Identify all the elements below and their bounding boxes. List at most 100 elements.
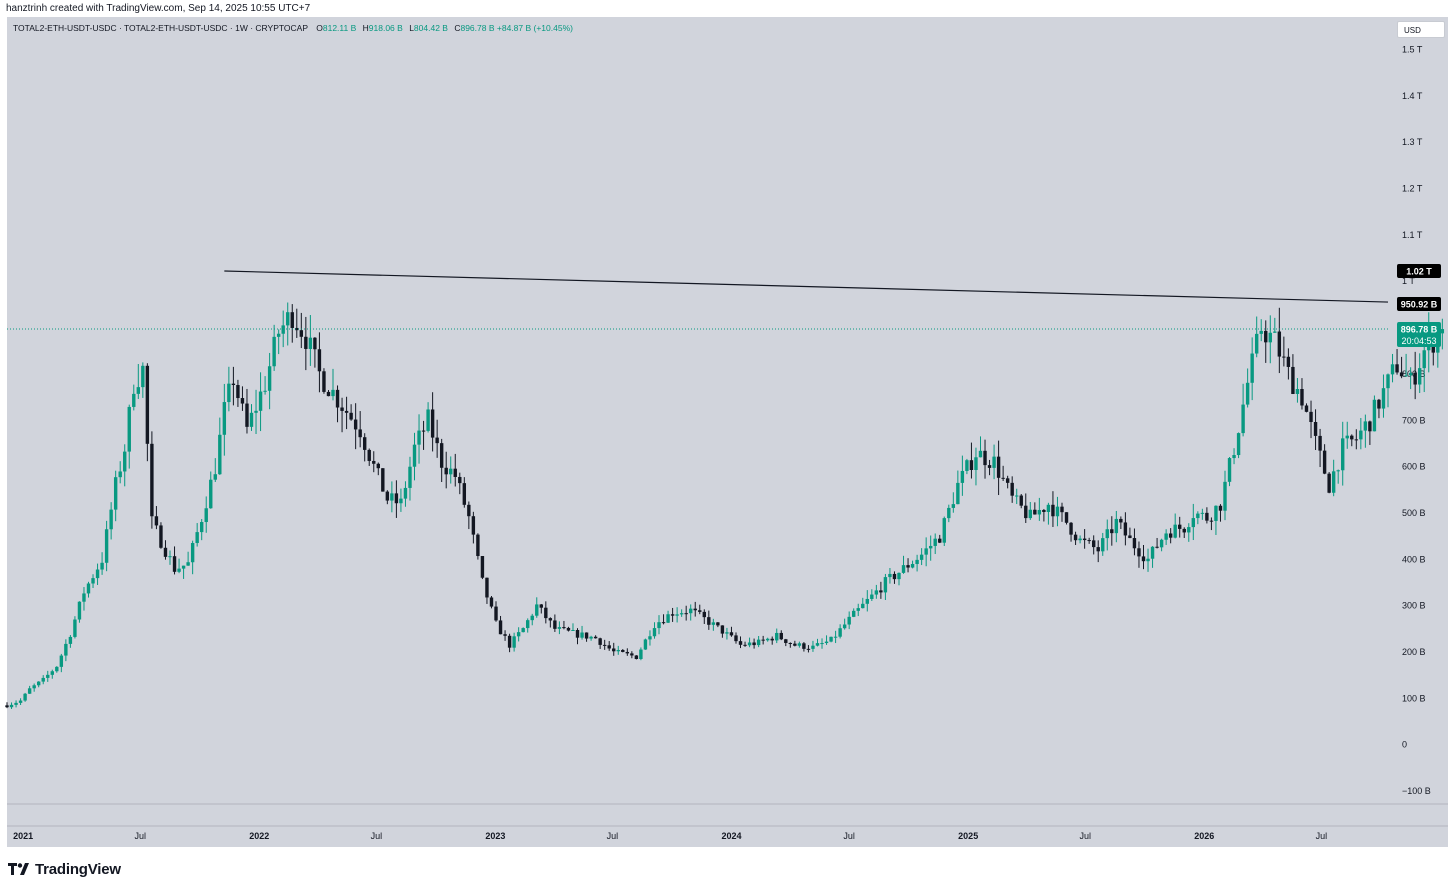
candle-body (1381, 388, 1386, 409)
candle-body (634, 655, 639, 660)
candle-body (575, 630, 580, 638)
candle-body (1209, 520, 1214, 522)
x-tick-label: Jul (1316, 831, 1328, 841)
y-tick-label: 300 B (1402, 601, 1426, 611)
candle-body (770, 638, 774, 641)
candle-body (1309, 411, 1313, 423)
candle-body (1440, 329, 1445, 334)
candle-body (598, 638, 602, 645)
candle-body (209, 479, 213, 509)
candle-body (838, 628, 842, 637)
candle-body (1150, 546, 1155, 559)
candle-body (394, 493, 399, 504)
candle-body (806, 648, 811, 650)
candle-body (797, 643, 802, 646)
candle-body (163, 547, 168, 557)
candle-body (267, 366, 272, 391)
candle-body (390, 493, 394, 501)
candle-body (1422, 350, 1426, 369)
tradingview-footer[interactable]: TradingView (8, 858, 121, 880)
candle-body (1182, 528, 1186, 533)
candle-body (630, 653, 634, 656)
y-tick-label: 1.4 T (1402, 91, 1423, 101)
candle-body (204, 508, 208, 523)
candle-body (580, 632, 584, 638)
candle-body (779, 632, 783, 640)
x-tick-label: Jul (607, 831, 619, 841)
candle-body (82, 593, 86, 602)
candle-body (1123, 522, 1128, 536)
candle-body (1005, 478, 1010, 483)
candle-body (1168, 533, 1173, 538)
y-tick-label: 1.3 T (1402, 137, 1423, 147)
candle-body (616, 649, 620, 652)
candle-body (512, 636, 516, 648)
candle-body (883, 577, 888, 593)
candle-body (403, 487, 408, 499)
candle-body (897, 572, 901, 580)
candle-body (689, 608, 693, 614)
candle-body (177, 568, 181, 572)
candle-body (1408, 372, 1413, 376)
candle-body (643, 639, 648, 650)
candle-body (1327, 473, 1331, 493)
candle-body (1273, 331, 1277, 333)
candle-body (1001, 477, 1005, 479)
candle-body (467, 504, 471, 517)
candle-body (372, 460, 376, 464)
candle-body (1300, 389, 1304, 406)
candle-body (322, 371, 326, 392)
candle-body (1377, 399, 1381, 409)
currency-selector[interactable]: USD (1397, 21, 1445, 38)
candle-body (1241, 404, 1245, 434)
candle-body (1073, 534, 1078, 541)
trendline-price-label: 950.92 B (1401, 299, 1438, 309)
candle-body (295, 327, 299, 331)
candle-body (308, 337, 313, 349)
symbol-legend: TOTAL2-ETH-USDT-USDC · TOTAL2-ETH-USDT-U… (13, 23, 573, 33)
candle-body (870, 594, 874, 599)
candle-body (1046, 504, 1051, 512)
candle-body (1372, 399, 1377, 432)
candle-body (1010, 482, 1014, 496)
x-tick-label: 2025 (958, 831, 978, 841)
candle-body (987, 465, 992, 468)
candle-body (430, 409, 435, 438)
candle-body (784, 639, 788, 643)
candle-body (68, 636, 73, 644)
candle-body (1359, 430, 1363, 440)
candle-body (1096, 547, 1100, 552)
candle-body (621, 649, 625, 652)
candle-body (1055, 506, 1060, 517)
y-tick-label: 500 B (1402, 508, 1426, 518)
candle-body (249, 412, 254, 427)
y-tick-label: 1.5 T (1402, 44, 1423, 54)
candle-body (901, 565, 906, 573)
candle-body (571, 630, 575, 632)
candle-body (453, 468, 457, 477)
chart-caption: hanztrinh created with TradingView.com, … (6, 3, 311, 14)
candle-body (1390, 364, 1395, 375)
candle-body (458, 476, 462, 484)
candle-body (335, 389, 340, 408)
candle-body (1159, 539, 1164, 548)
x-tick-label: 2026 (1194, 831, 1214, 841)
x-tick-label: Jul (1080, 831, 1092, 841)
candle-body (480, 556, 485, 578)
candle-body (1218, 505, 1223, 511)
candle-body (349, 412, 353, 420)
y-tick-label: −100 B (1402, 786, 1431, 796)
candle-body (856, 608, 860, 611)
candle-body (344, 410, 349, 413)
candle-body (729, 632, 734, 636)
candle-body (874, 590, 879, 595)
candle-body (879, 590, 883, 593)
candle-body (5, 705, 9, 708)
candle-body (462, 483, 467, 505)
candle-body (752, 642, 756, 646)
candle-body (562, 627, 566, 629)
candle-body (281, 325, 285, 334)
candle-body (548, 618, 553, 621)
candle-body (1354, 439, 1359, 441)
candle-body (331, 389, 335, 397)
